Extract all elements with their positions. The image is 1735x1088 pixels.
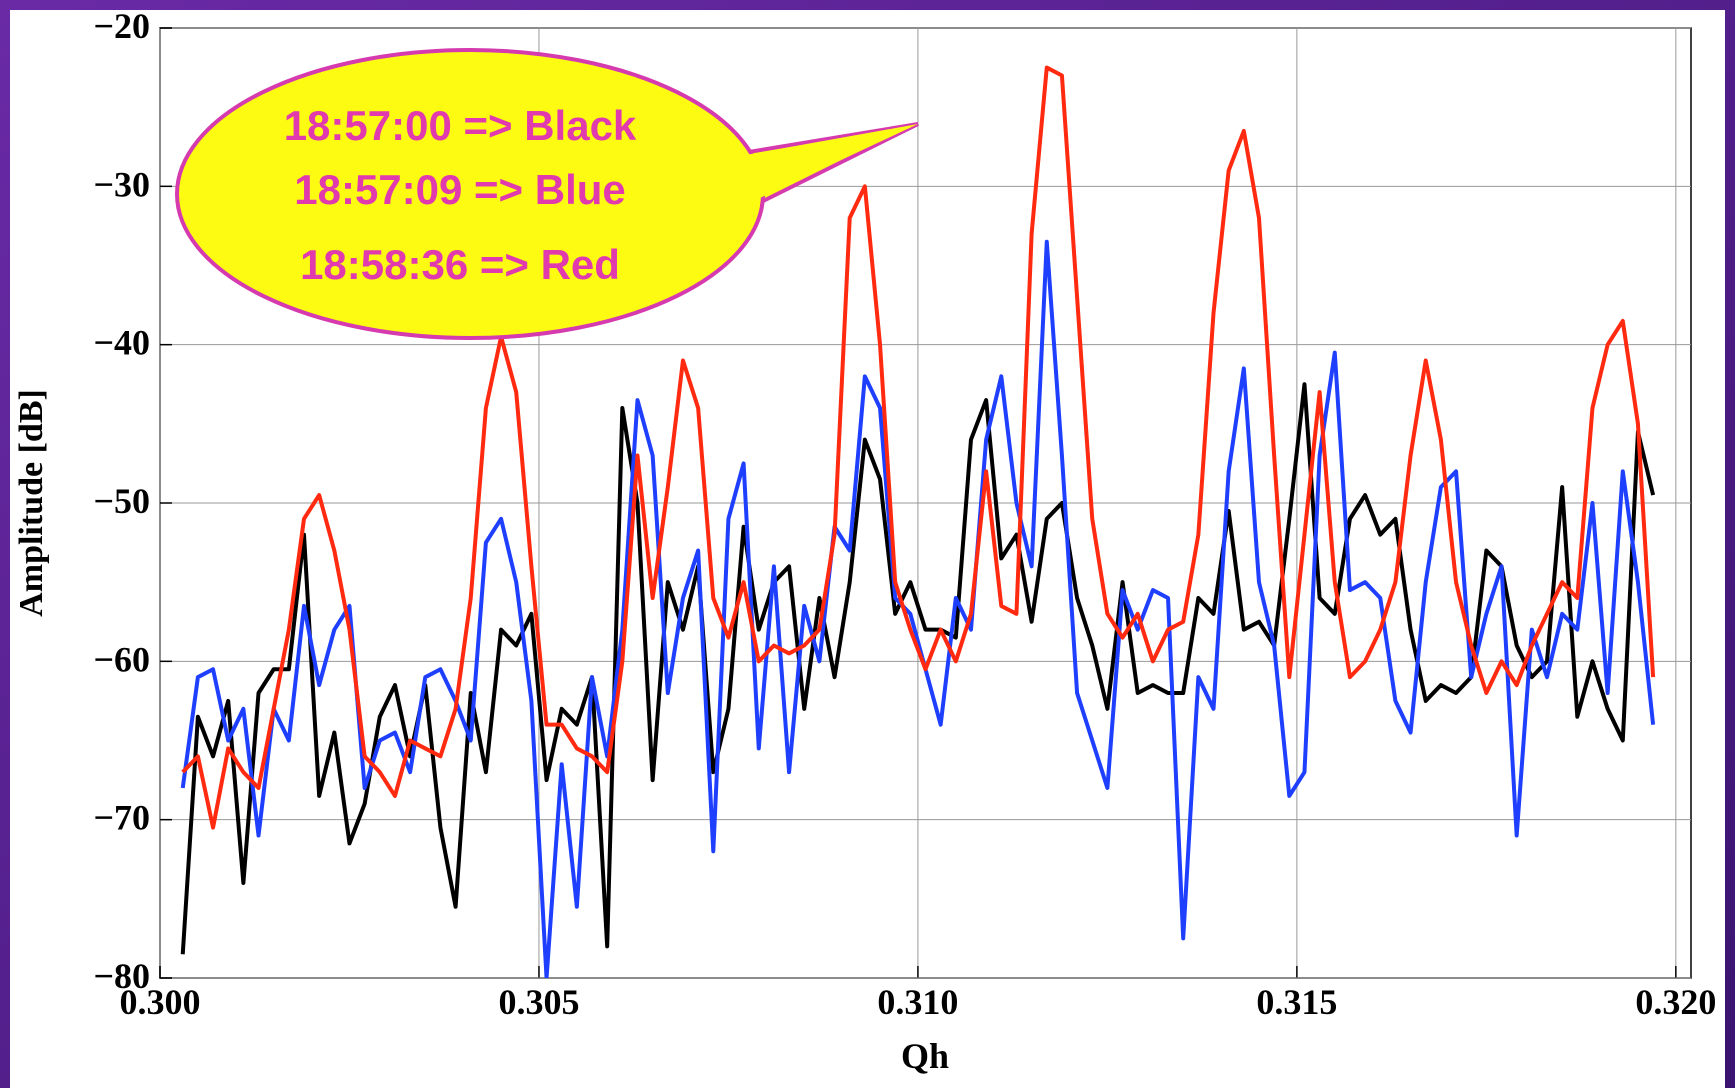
- x-tick-label: 0.315: [1256, 982, 1337, 1022]
- y-tick-label: −70: [93, 798, 150, 838]
- y-axis-label: Amplitude [dB]: [13, 389, 50, 617]
- series-line: [180, 382, 1656, 955]
- y-tick-label: −80: [93, 956, 150, 996]
- series-line: [181, 65, 1656, 830]
- x-tick-label: 0.310: [877, 982, 958, 1022]
- x-tick-label: 0.305: [498, 982, 579, 1022]
- y-tick-label: −40: [93, 323, 150, 363]
- callout-join: [690, 124, 918, 205]
- annotation: 18:58:36 => Red: [300, 241, 620, 288]
- annotation: 18:57:09 => Blue: [294, 166, 626, 213]
- x-axis-label: Qh: [901, 1036, 949, 1076]
- y-tick-label: −60: [93, 639, 150, 679]
- annotation: 18:57:00 => Black: [284, 102, 637, 149]
- y-tick-label: −50: [93, 481, 150, 521]
- y-tick-label: −30: [93, 164, 150, 204]
- x-tick-label: 0.320: [1635, 982, 1716, 1022]
- x-tick-label: 0.300: [120, 982, 201, 1022]
- callout: 18:57:00 => Black 18:57:09 => Blue 18:58…: [175, 48, 919, 340]
- series-line: [180, 239, 1656, 978]
- y-tick-label: −20: [93, 6, 150, 46]
